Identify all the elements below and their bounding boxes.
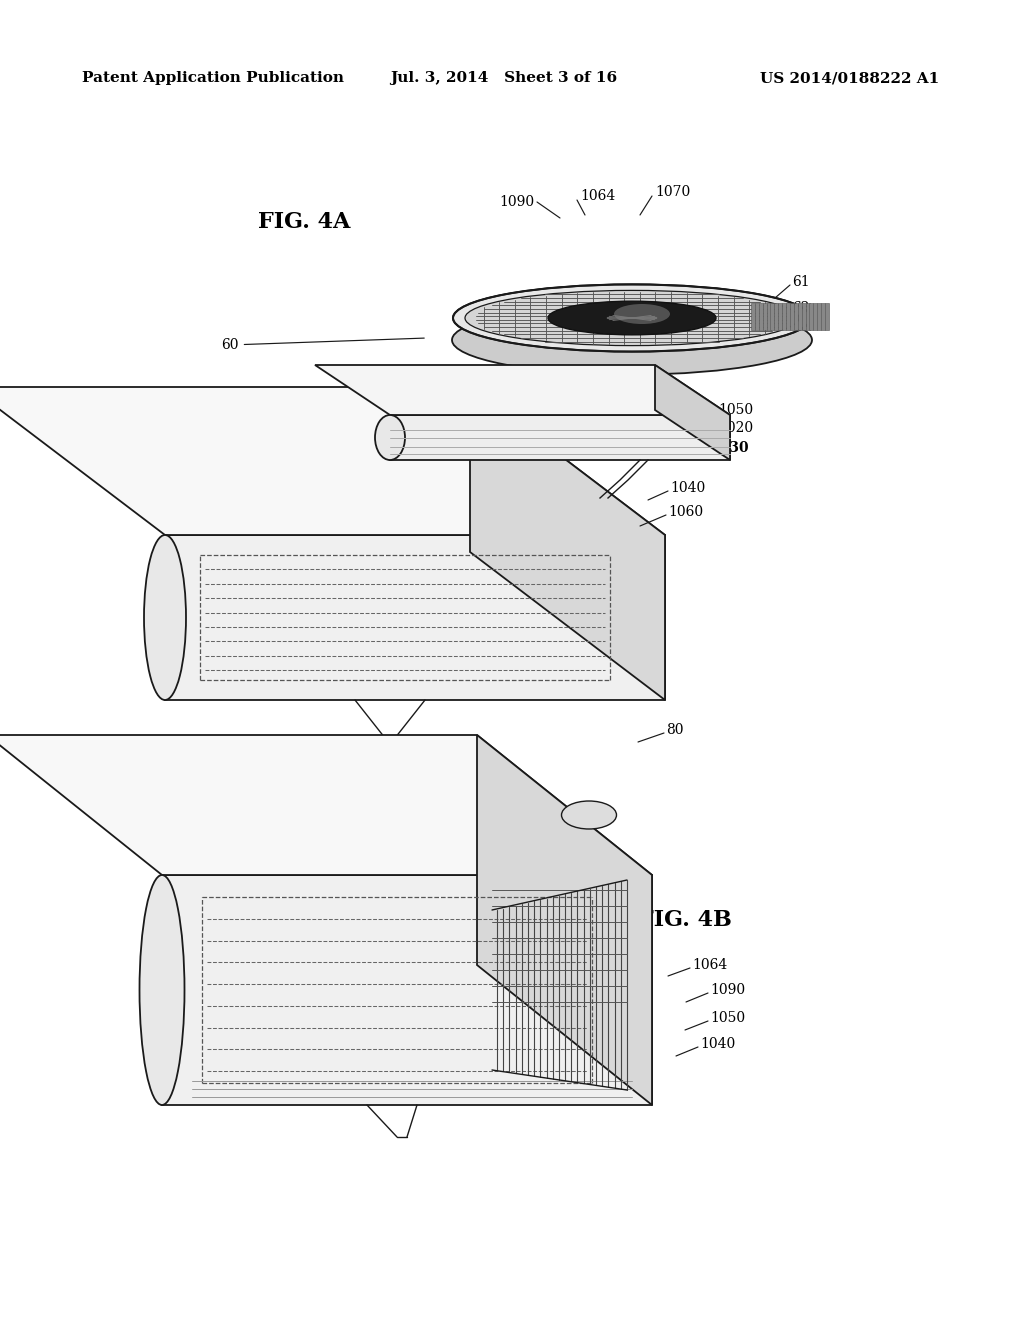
- Text: 60: 60: [221, 338, 424, 352]
- Ellipse shape: [548, 301, 716, 335]
- Ellipse shape: [614, 304, 670, 323]
- Text: 80: 80: [565, 1078, 583, 1092]
- Polygon shape: [770, 304, 774, 330]
- Ellipse shape: [465, 290, 799, 346]
- Polygon shape: [786, 304, 791, 330]
- Polygon shape: [390, 414, 730, 459]
- Text: US 2014/0188222 A1: US 2014/0188222 A1: [760, 71, 939, 84]
- Text: 80: 80: [666, 723, 683, 737]
- Ellipse shape: [452, 305, 812, 375]
- Ellipse shape: [144, 535, 186, 700]
- Text: Patent Application Publication: Patent Application Publication: [82, 71, 344, 84]
- Text: 62: 62: [792, 301, 810, 315]
- Text: FIG. 4A: FIG. 4A: [258, 211, 350, 234]
- Polygon shape: [790, 304, 794, 330]
- Polygon shape: [767, 304, 771, 330]
- Polygon shape: [798, 304, 802, 330]
- Polygon shape: [315, 366, 730, 414]
- Polygon shape: [759, 304, 763, 330]
- Polygon shape: [162, 875, 652, 1105]
- Polygon shape: [0, 735, 652, 875]
- Ellipse shape: [375, 414, 406, 459]
- Polygon shape: [763, 304, 767, 330]
- Text: 1064: 1064: [692, 958, 727, 972]
- Polygon shape: [825, 304, 829, 330]
- Text: 61: 61: [370, 763, 388, 777]
- Polygon shape: [477, 735, 652, 1105]
- Polygon shape: [794, 304, 798, 330]
- Text: 1050: 1050: [718, 403, 753, 417]
- Text: Jul. 3, 2014   Sheet 3 of 16: Jul. 3, 2014 Sheet 3 of 16: [390, 71, 617, 84]
- Text: 1050: 1050: [710, 1011, 745, 1026]
- Text: 1064: 1064: [580, 189, 615, 203]
- Text: 1090: 1090: [710, 983, 745, 997]
- Text: 61: 61: [792, 275, 810, 289]
- Polygon shape: [472, 284, 793, 331]
- Text: 1060: 1060: [668, 506, 703, 519]
- Text: 1020: 1020: [718, 421, 753, 436]
- Polygon shape: [802, 304, 806, 330]
- Polygon shape: [821, 304, 825, 330]
- Polygon shape: [165, 535, 665, 700]
- Text: 1030: 1030: [710, 441, 749, 455]
- Text: 1040: 1040: [700, 1038, 735, 1051]
- Text: 1070: 1070: [655, 185, 690, 199]
- Text: 1040: 1040: [670, 480, 706, 495]
- Polygon shape: [806, 304, 810, 330]
- Polygon shape: [809, 304, 813, 330]
- Text: 1090: 1090: [499, 195, 534, 209]
- Polygon shape: [755, 304, 759, 330]
- Polygon shape: [470, 387, 665, 700]
- Polygon shape: [774, 304, 778, 330]
- Text: 1030: 1030: [196, 838, 231, 851]
- Polygon shape: [813, 304, 817, 330]
- Polygon shape: [0, 387, 665, 535]
- Polygon shape: [751, 304, 755, 330]
- Ellipse shape: [139, 875, 184, 1105]
- Ellipse shape: [453, 284, 811, 351]
- Text: 62: 62: [340, 768, 357, 781]
- Text: 60: 60: [188, 813, 206, 1006]
- Text: 1020: 1020: [319, 785, 355, 799]
- Ellipse shape: [561, 801, 616, 829]
- Polygon shape: [655, 366, 730, 459]
- Text: 1060: 1060: [270, 1043, 305, 1057]
- Polygon shape: [817, 304, 821, 330]
- Text: FIG. 4B: FIG. 4B: [638, 909, 732, 931]
- Polygon shape: [778, 304, 782, 330]
- Polygon shape: [782, 304, 786, 330]
